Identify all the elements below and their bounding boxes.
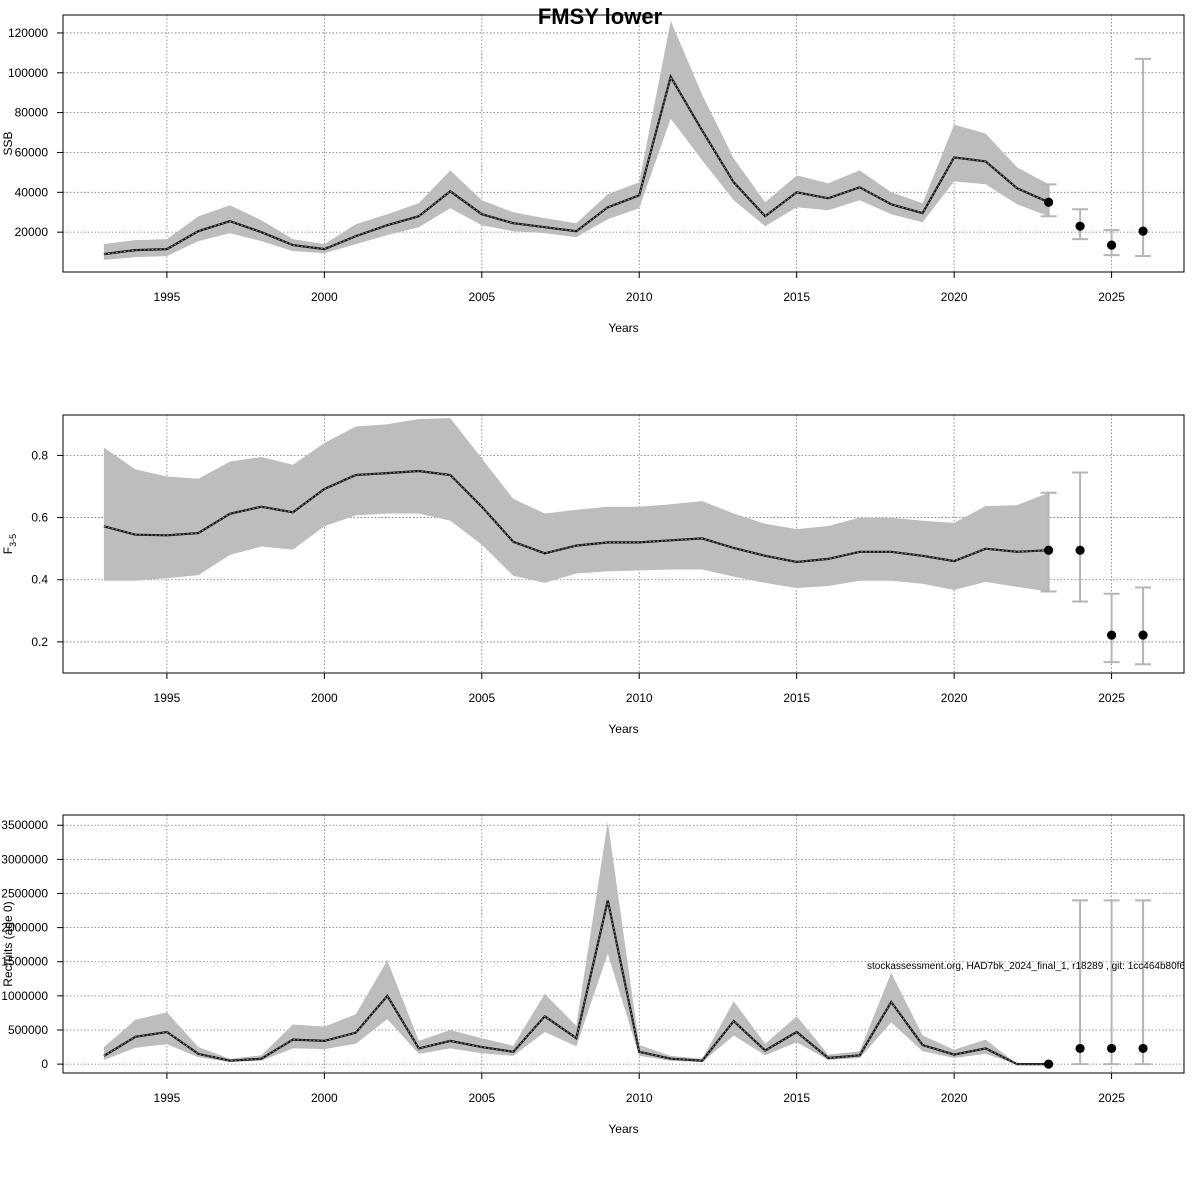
x-tick-label: 2005 [468, 691, 495, 705]
forecast-error-bar [1072, 471, 1089, 603]
x-tick-label: 1995 [154, 290, 181, 304]
x-tick-label: 2020 [941, 1091, 968, 1105]
x-tick-label: 2025 [1098, 1091, 1125, 1105]
y-axis-title-text: SSB [1, 131, 15, 155]
plot-frame [62, 814, 1185, 1074]
y-tick-label: 0 [41, 1057, 48, 1071]
y-tick-label: 0.4 [31, 573, 48, 587]
forecast-point [1075, 221, 1085, 231]
forecast-point [1106, 630, 1117, 640]
x-tick-label: 2005 [468, 1091, 495, 1105]
panels: 1995 2000 2005 2010 2015 2020 2025200004000060… [1, 14, 1185, 1136]
y-tick-label: 0.2 [31, 635, 48, 649]
forecast-error-bar [1103, 899, 1120, 1066]
confidence-band [103, 418, 1049, 592]
estimate-line-dotted [103, 75, 1049, 255]
y-tick-label: 500000 [8, 1023, 48, 1037]
x-tick-label: 2015 [783, 1091, 810, 1105]
forecast-point [1043, 197, 1054, 207]
y-axis-title-text: Recruits (age 0) [1, 901, 15, 986]
forecast-point [1075, 545, 1085, 555]
forecast-error-bar [1135, 586, 1152, 666]
gridlines [63, 815, 1184, 1073]
x-tick-label: 1995 [154, 691, 181, 705]
x-tick-label: 1995 [154, 1091, 181, 1105]
x-tick-label: 2000 [311, 1091, 338, 1105]
x-axis-title: Years [608, 722, 638, 736]
figure-title: FMSY lower [538, 4, 663, 29]
x-axis-title: Years [608, 321, 638, 335]
x-tick-label: 2020 [941, 290, 968, 304]
estimate-line-dotted [103, 900, 1049, 1065]
forecast-error-bar [1135, 899, 1152, 1066]
y-tick-label: 0.8 [31, 448, 48, 462]
plot-frame [62, 414, 1185, 674]
y-tick-label: 0.6 [31, 511, 48, 525]
forecast-point [1106, 1043, 1117, 1054]
y-tick-label: 80000 [15, 106, 49, 120]
x-axis-title: Years [608, 1122, 638, 1136]
forecast-error-bar [1135, 57, 1152, 258]
forecast-point [1075, 1043, 1085, 1054]
chart-panel-3: 1995 2000 2005 2010 2015 2020 2025 0 500000 10000… [1, 814, 1185, 1136]
y-tick-label: 1000000 [1, 989, 48, 1003]
y-tick-label: 120000 [8, 26, 48, 40]
y-axis-title: Recruits (age 0) [1, 901, 15, 986]
chart-panel-1: 1995 2000 2005 2010 2015 2020 2025 20000 40000 60… [1, 14, 1185, 335]
forecast-error-bar [1040, 491, 1057, 593]
y-tick-label: 60000 [15, 145, 49, 159]
x-tick-label: 2025 [1098, 691, 1125, 705]
x-tick-label: 2015 [783, 691, 810, 705]
y-axis-title: F3-5 [1, 534, 18, 554]
y-axis-title-text: F [1, 547, 15, 554]
confidence-band [103, 21, 1049, 260]
chart-panel-2: 1995 2000 2005 2010 2015 2020 2025 0.2 0.4 0.6 0.8… [1, 414, 1185, 736]
y-tick-label: 20000 [15, 225, 49, 239]
x-tick-label: 2000 [311, 691, 338, 705]
x-tick-label: 2010 [626, 1091, 653, 1105]
x-tick-label: 2015 [783, 290, 810, 304]
x-tick-label: 2010 [626, 290, 653, 304]
estimate-line-dotted [103, 470, 1049, 563]
forecast-point [1138, 1043, 1148, 1054]
y-tick-label: 3000000 [1, 852, 48, 866]
forecast-point [1043, 545, 1054, 555]
y-tick-label: 100000 [8, 66, 48, 80]
forecast-error-bar [1072, 899, 1089, 1066]
y-tick-label: 2500000 [1, 886, 48, 900]
y-tick-label: 3500000 [1, 818, 48, 832]
y-tick-label: 2000000 [1, 921, 48, 935]
x-tick-label: 2025 [1098, 290, 1125, 304]
forecast-error-bar [1103, 592, 1120, 664]
plot-frame [62, 14, 1185, 273]
footnote: stockassessment.org, HAD7bk_2024_final_1… [867, 961, 1185, 972]
x-tick-label: 2005 [468, 290, 495, 304]
y-axis-title: SSB [1, 131, 15, 155]
confidence-band [103, 821, 1049, 1065]
y-tick-label: 1500000 [1, 955, 48, 969]
x-tick-label: 2000 [311, 290, 338, 304]
forecast-point [1043, 1059, 1054, 1069]
forecast-point [1138, 226, 1148, 236]
y-tick-label: 40000 [15, 185, 49, 199]
y-axis-title-subscript: 3-5 [8, 534, 18, 547]
x-tick-label: 2010 [626, 691, 653, 705]
x-tick-label: 2020 [941, 691, 968, 705]
forecast-point [1138, 630, 1148, 640]
forecast-point [1106, 240, 1117, 250]
